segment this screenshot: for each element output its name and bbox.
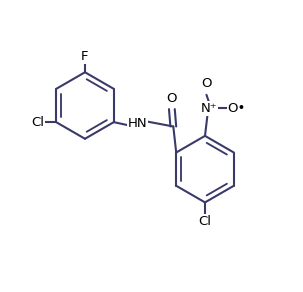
Text: F: F: [81, 50, 89, 63]
Text: HN: HN: [128, 117, 148, 130]
Text: O: O: [167, 92, 177, 105]
Text: N⁺: N⁺: [201, 102, 218, 115]
Text: O•: O•: [228, 102, 246, 115]
Text: O: O: [201, 77, 212, 90]
Text: Cl: Cl: [198, 215, 211, 228]
Text: Cl: Cl: [31, 116, 44, 129]
